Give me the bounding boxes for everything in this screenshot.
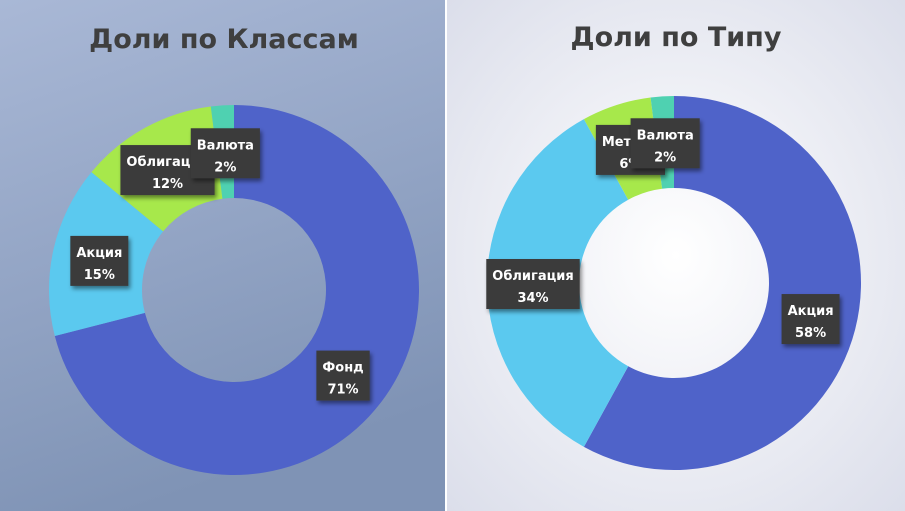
label-value: 2%: [654, 150, 676, 165]
data-label: Фонд 71%: [316, 350, 370, 401]
label-value: 2%: [214, 160, 236, 175]
label-value: 15%: [84, 268, 115, 283]
label-value: 58%: [795, 326, 826, 341]
label-box: [316, 350, 370, 401]
data-label: Акция 58%: [781, 294, 840, 345]
label-category: Акция: [788, 304, 834, 319]
chart-left: Доли по Классам Фонд 71% Акция 15% Облигации…: [48, 24, 420, 475]
data-label: Валюта 2%: [630, 118, 700, 169]
label-box: [190, 128, 260, 179]
label-box: [630, 118, 700, 169]
label-category: Валюта: [637, 128, 694, 143]
label-value: 71%: [327, 383, 358, 398]
label-box: [781, 294, 840, 345]
chart-title: Доли по Классам: [89, 24, 359, 55]
data-label: Акция 15%: [70, 235, 129, 286]
label-category: Облигации: [126, 155, 208, 170]
label-category: Фонд: [322, 361, 363, 376]
data-label: Валюта 2%: [190, 128, 260, 179]
label-value: 34%: [517, 291, 548, 306]
label-category: Облигация: [492, 269, 573, 284]
chart-title: Доли по Типу: [571, 22, 782, 53]
label-value: 12%: [152, 177, 183, 192]
chart-right: Доли по Типу Акция58%Облигация34%Металл6…: [486, 22, 861, 470]
donut-slice: [583, 96, 861, 470]
label-box: [70, 235, 129, 286]
data-label: Облигация 34%: [486, 259, 580, 309]
label-box: [486, 259, 580, 309]
label-category: Валюта: [197, 138, 254, 153]
label-category: Акция: [76, 246, 122, 261]
